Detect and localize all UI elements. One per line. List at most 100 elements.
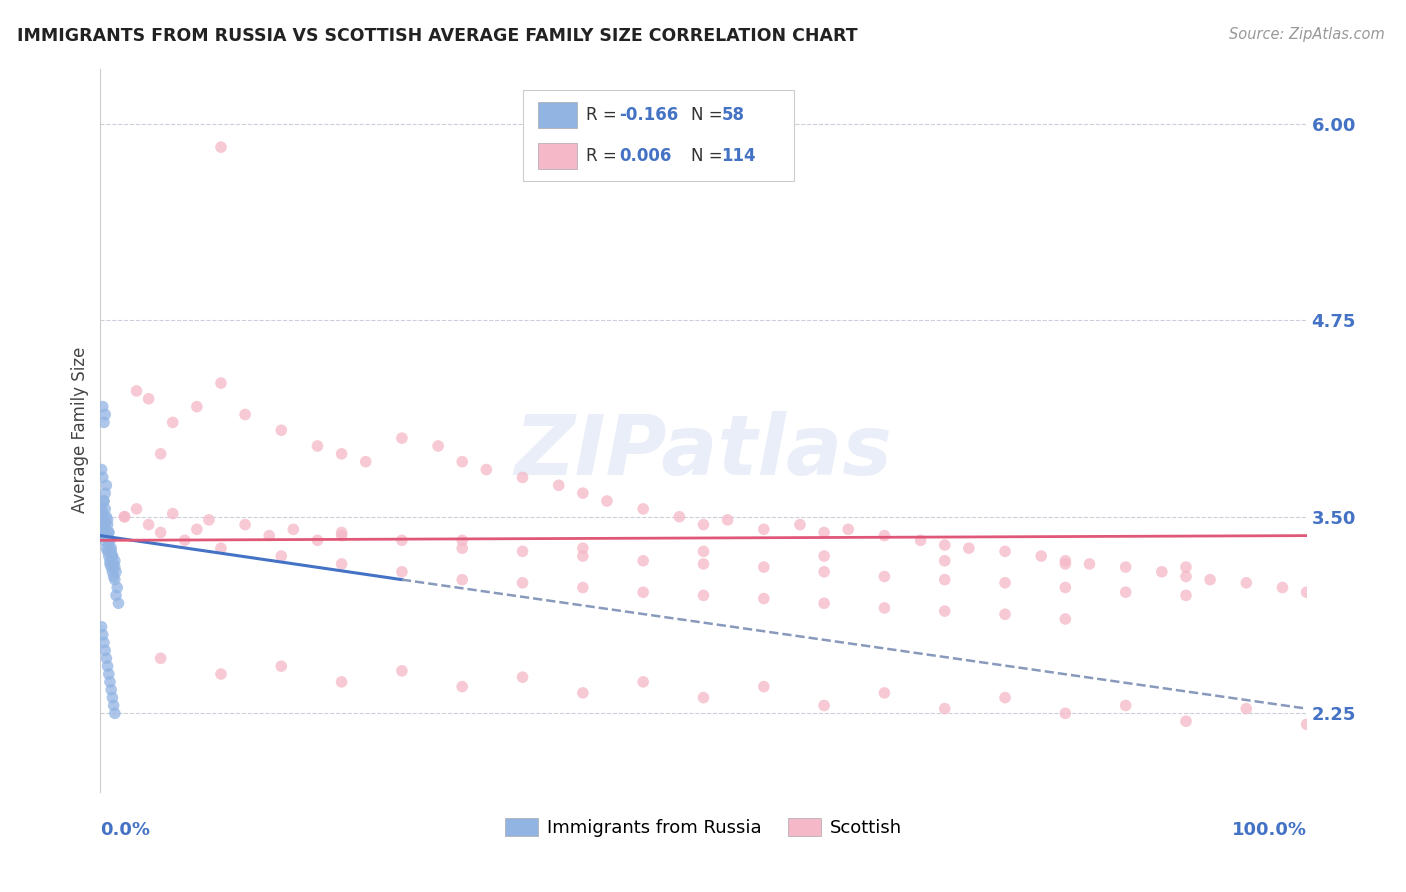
Point <box>1054 554 1077 568</box>
Point <box>100 541 122 556</box>
Point <box>427 439 450 453</box>
Point <box>934 604 956 618</box>
Point <box>209 140 232 154</box>
Point <box>149 651 172 665</box>
Point <box>93 494 115 508</box>
Point <box>994 607 1017 622</box>
Point <box>138 517 160 532</box>
Point <box>631 585 654 599</box>
Point <box>96 478 118 492</box>
Point <box>391 431 413 445</box>
Point <box>837 522 859 536</box>
Point <box>149 447 172 461</box>
Point <box>233 408 256 422</box>
Point <box>391 565 413 579</box>
Point <box>934 701 956 715</box>
Text: IMMIGRANTS FROM RUSSIA VS SCOTTISH AVERAGE FAMILY SIZE CORRELATION CHART: IMMIGRANTS FROM RUSSIA VS SCOTTISH AVERA… <box>17 27 858 45</box>
Point <box>572 549 595 563</box>
Point <box>957 541 980 556</box>
Point <box>97 525 120 540</box>
Point <box>97 525 120 540</box>
Point <box>572 581 595 595</box>
Point <box>391 533 413 548</box>
Point <box>209 667 232 681</box>
Point <box>97 659 120 673</box>
Point <box>1175 588 1198 602</box>
Point <box>100 682 122 697</box>
Point <box>692 544 714 558</box>
Point <box>1234 701 1257 715</box>
Point <box>104 554 127 568</box>
Point <box>1175 560 1198 574</box>
Point <box>451 573 474 587</box>
Point <box>104 573 127 587</box>
Point <box>96 509 118 524</box>
Point <box>93 416 115 430</box>
Point <box>475 462 498 476</box>
Point <box>97 667 120 681</box>
Point <box>209 541 232 556</box>
Point <box>90 462 112 476</box>
Point <box>1031 549 1053 563</box>
Point <box>270 423 292 437</box>
Point <box>125 501 148 516</box>
Point <box>1054 557 1077 571</box>
Point <box>186 400 208 414</box>
Point <box>330 525 353 540</box>
Point <box>209 376 232 390</box>
Point <box>97 513 120 527</box>
Point <box>994 690 1017 705</box>
Point <box>114 509 136 524</box>
Point <box>752 522 775 536</box>
Point <box>1175 714 1198 729</box>
Point <box>94 517 117 532</box>
Point <box>98 674 121 689</box>
Point <box>692 557 714 571</box>
Text: -0.166: -0.166 <box>619 105 678 124</box>
Point <box>451 541 474 556</box>
Point <box>94 501 117 516</box>
Point <box>101 565 124 579</box>
Point <box>98 533 121 548</box>
Point <box>934 538 956 552</box>
Point <box>1078 557 1101 571</box>
Point <box>789 517 811 532</box>
Point <box>104 706 127 721</box>
Point <box>873 686 896 700</box>
Point <box>283 522 305 536</box>
Y-axis label: Average Family Size: Average Family Size <box>72 347 89 514</box>
Point <box>91 509 114 524</box>
Point <box>103 557 125 571</box>
Point <box>96 651 118 665</box>
Point <box>91 470 114 484</box>
Point <box>98 554 121 568</box>
Point <box>873 569 896 583</box>
Point <box>94 643 117 657</box>
Point <box>149 525 172 540</box>
Point <box>873 601 896 615</box>
Point <box>186 522 208 536</box>
FancyBboxPatch shape <box>538 144 576 169</box>
Point <box>91 400 114 414</box>
Point <box>994 544 1017 558</box>
Point <box>1199 573 1222 587</box>
Point <box>631 554 654 568</box>
Point <box>93 517 115 532</box>
Point <box>105 588 128 602</box>
Text: 58: 58 <box>721 105 745 124</box>
Point <box>93 494 115 508</box>
Point <box>107 596 129 610</box>
Point <box>97 517 120 532</box>
Point <box>451 680 474 694</box>
Point <box>270 549 292 563</box>
Point <box>1150 565 1173 579</box>
Point <box>572 686 595 700</box>
Point <box>631 674 654 689</box>
Point <box>813 596 835 610</box>
Point <box>91 628 114 642</box>
Point <box>98 557 121 571</box>
Point <box>94 408 117 422</box>
Point <box>752 560 775 574</box>
Point <box>752 680 775 694</box>
Point <box>354 455 377 469</box>
